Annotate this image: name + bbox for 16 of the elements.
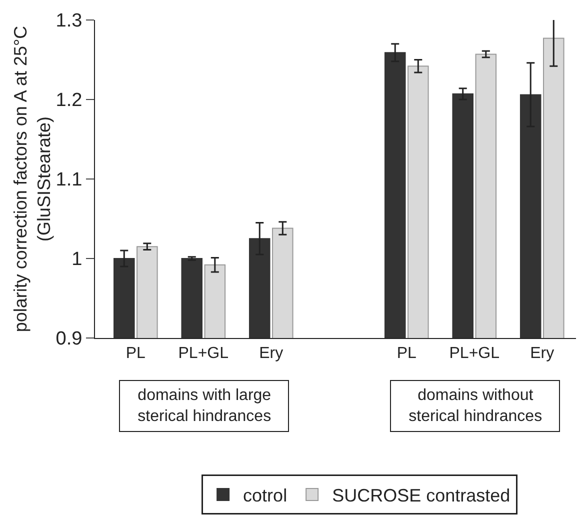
y-tick-label: 0.9 (56, 328, 82, 350)
x-tick-label: PL (396, 345, 417, 362)
x-tick-label: PL+GL (449, 345, 500, 362)
x-tick-label: PL (126, 345, 146, 362)
x-tick-label: Ery (530, 345, 554, 362)
y-axis-title: polarity correction factors on A at 25°C (GluSIStearate) (10, 26, 54, 332)
y-tick-label: 1.1 (56, 170, 82, 191)
y-tick-label: 1.2 (56, 90, 82, 112)
legend-label: cotrol (243, 485, 288, 506)
text: domains with large sterical hindrances (119, 380, 290, 432)
y-tick-label: 1.3 (56, 10, 82, 32)
y-tick-label: 1 (72, 249, 82, 270)
text: domains without sterical hindrances (390, 380, 560, 432)
x-tick-label: PL+GL (178, 345, 229, 362)
legend-label: SUCROSE contrasted (332, 485, 510, 506)
x-tick-label: Ery (259, 345, 284, 362)
